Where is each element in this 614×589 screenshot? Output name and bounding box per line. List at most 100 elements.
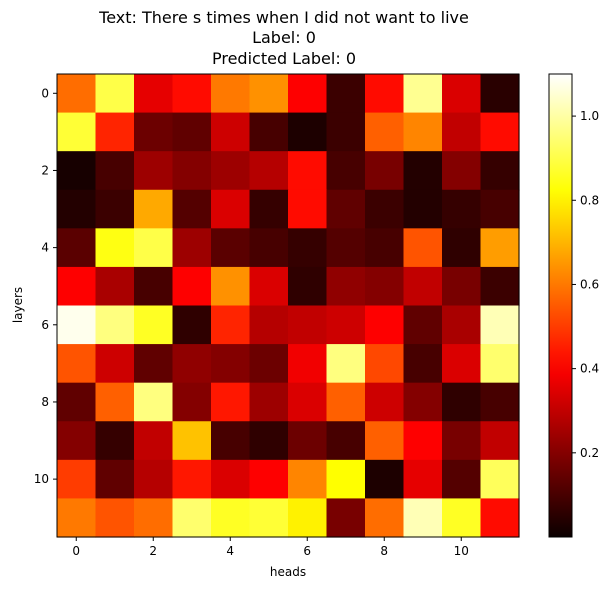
heatmap-cell-r1-c3 — [172, 112, 212, 152]
heatmap-cell-r5-c7 — [326, 266, 366, 307]
heatmap-cell-r3-c10 — [442, 189, 482, 229]
heatmap-cell-r5-c0 — [57, 266, 97, 307]
heatmap-cell-r8-c3 — [172, 382, 212, 422]
x-tick-label: 2 — [149, 544, 157, 558]
heatmap-cell-r3-c1 — [95, 189, 135, 229]
y-tick-label: 8 — [41, 395, 49, 409]
heatmap-cell-r3-c4 — [211, 189, 251, 229]
heatmap-cell-r0-c10 — [442, 74, 482, 114]
colorbar-tick-label: 1.0 — [580, 109, 599, 123]
heatmap-cell-r0-c5 — [249, 74, 289, 114]
heatmap-cell-r1-c2 — [134, 112, 174, 152]
heatmap-cell-r5-c2 — [134, 266, 174, 307]
heatmap-cell-r7-c4 — [211, 344, 251, 384]
heatmap-cell-r10-c1 — [95, 459, 135, 500]
y-tick-label: 6 — [41, 318, 49, 332]
heatmap-cell-r9-c0 — [57, 421, 97, 461]
chart-title-line-1: Text: There s times when I did not want … — [98, 8, 469, 27]
x-tick-label: 0 — [72, 544, 80, 558]
heatmap-cell-r5-c3 — [172, 266, 212, 307]
heatmap-cell-r7-c11 — [480, 344, 520, 384]
heatmap-cell-r7-c3 — [172, 344, 212, 384]
x-axis-ticks: 0 2 4 6 8 10 — [72, 537, 469, 558]
heatmap-cell-r1-c8 — [365, 112, 405, 152]
heatmap-cell-r3-c11 — [480, 189, 520, 229]
heatmap-cell-r1-c0 — [57, 112, 97, 152]
heatmap-cell-r7-c9 — [403, 344, 443, 384]
heatmap-cell-r7-c5 — [249, 344, 289, 384]
heatmap-cell-r0-c0 — [57, 74, 97, 114]
heatmap-cell-r2-c10 — [442, 151, 482, 191]
heatmap-cell-r7-c8 — [365, 344, 405, 384]
heatmap-cell-r6-c10 — [442, 305, 482, 345]
plot-frame — [56, 73, 520, 538]
heatmap-cell-r7-c7 — [326, 344, 366, 384]
heatmap-cell-r0-c6 — [288, 74, 328, 114]
heatmap-cell-r6-c0 — [57, 305, 97, 345]
heatmap-cell-r11-c11 — [480, 498, 520, 538]
heatmap-cell-r7-c6 — [288, 344, 328, 384]
heatmap-cell-r8-c10 — [442, 382, 482, 422]
heatmap-cell-r6-c4 — [211, 305, 251, 345]
heatmap-cell-r7-c0 — [57, 344, 97, 384]
heatmap-cell-r10-c10 — [442, 459, 482, 500]
heatmap-cell-r5-c1 — [95, 266, 135, 307]
heatmap-cell-r11-c6 — [288, 498, 328, 538]
y-tick-label: 10 — [34, 472, 49, 486]
heatmap-cell-r9-c3 — [172, 421, 212, 461]
heatmap-cell-r6-c6 — [288, 305, 328, 345]
chart-title-line-2: Label: 0 — [252, 28, 316, 47]
x-tick-label: 8 — [380, 544, 388, 558]
heatmap-cell-r1-c4 — [211, 112, 251, 152]
heatmap-cell-r4-c6 — [288, 228, 328, 268]
heatmap-cell-r11-c0 — [57, 498, 97, 538]
heatmap-cell-r4-c10 — [442, 228, 482, 268]
heatmap-cell-r2-c0 — [57, 151, 97, 191]
heatmap-cell-r8-c11 — [480, 382, 520, 422]
heatmap-cell-r0-c8 — [365, 74, 405, 114]
heatmap-cell-r4-c4 — [211, 228, 251, 268]
heatmap-cell-r10-c11 — [480, 459, 520, 500]
heatmap-cell-r9-c4 — [211, 421, 251, 461]
heatmap-cell-r9-c9 — [403, 421, 443, 461]
heatmap-cell-r9-c5 — [249, 421, 289, 461]
heatmap-cell-r2-c1 — [95, 151, 135, 191]
heatmap-cell-r2-c3 — [172, 151, 212, 191]
heatmap-cell-r2-c7 — [326, 151, 366, 191]
heatmap-cell-r11-c9 — [403, 498, 443, 538]
heatmap-cell-r8-c2 — [134, 382, 174, 422]
heatmap-cell-r2-c5 — [249, 151, 289, 191]
heatmap-cell-r3-c2 — [134, 189, 174, 229]
heatmap-cell-r4-c3 — [172, 228, 212, 268]
colorbar-tick-label: 0.8 — [580, 193, 599, 207]
heatmap-cell-r1-c11 — [480, 112, 520, 152]
heatmap-cell-r5-c6 — [288, 266, 328, 307]
heatmap-cell-r11-c1 — [95, 498, 135, 538]
heatmap-cell-r10-c6 — [288, 459, 328, 500]
heatmap-cell-r11-c7 — [326, 498, 366, 538]
heatmap-cell-r3-c3 — [172, 189, 212, 229]
heatmap-cell-r2-c9 — [403, 151, 443, 191]
heatmap-cell-r6-c11 — [480, 305, 520, 345]
heatmap-cell-r10-c3 — [172, 459, 212, 500]
heatmap-cell-r3-c8 — [365, 189, 405, 229]
heatmap-cell-r10-c0 — [57, 459, 97, 500]
heatmap-cell-r9-c6 — [288, 421, 328, 461]
heatmap-cell-r8-c5 — [249, 382, 289, 422]
heatmap-cell-r9-c10 — [442, 421, 482, 461]
heatmap-cell-r6-c3 — [172, 305, 212, 345]
heatmap-cell-r10-c7 — [326, 459, 366, 500]
x-tick-label: 4 — [226, 544, 234, 558]
heatmap-cell-r4-c11 — [480, 228, 520, 268]
x-axis-label: heads — [270, 565, 306, 579]
heatmap-cell-r11-c3 — [172, 498, 212, 538]
heatmap-cell-r11-c8 — [365, 498, 405, 538]
heatmap-cell-r6-c2 — [134, 305, 174, 345]
heatmap-cell-r11-c2 — [134, 498, 174, 538]
heatmap-cell-r8-c0 — [57, 382, 97, 422]
heatmap-cell-r8-c8 — [365, 382, 405, 422]
heatmap-cell-r1-c1 — [95, 112, 135, 152]
heatmap-cell-r5-c4 — [211, 266, 251, 307]
heatmap-cell-r4-c0 — [57, 228, 97, 268]
